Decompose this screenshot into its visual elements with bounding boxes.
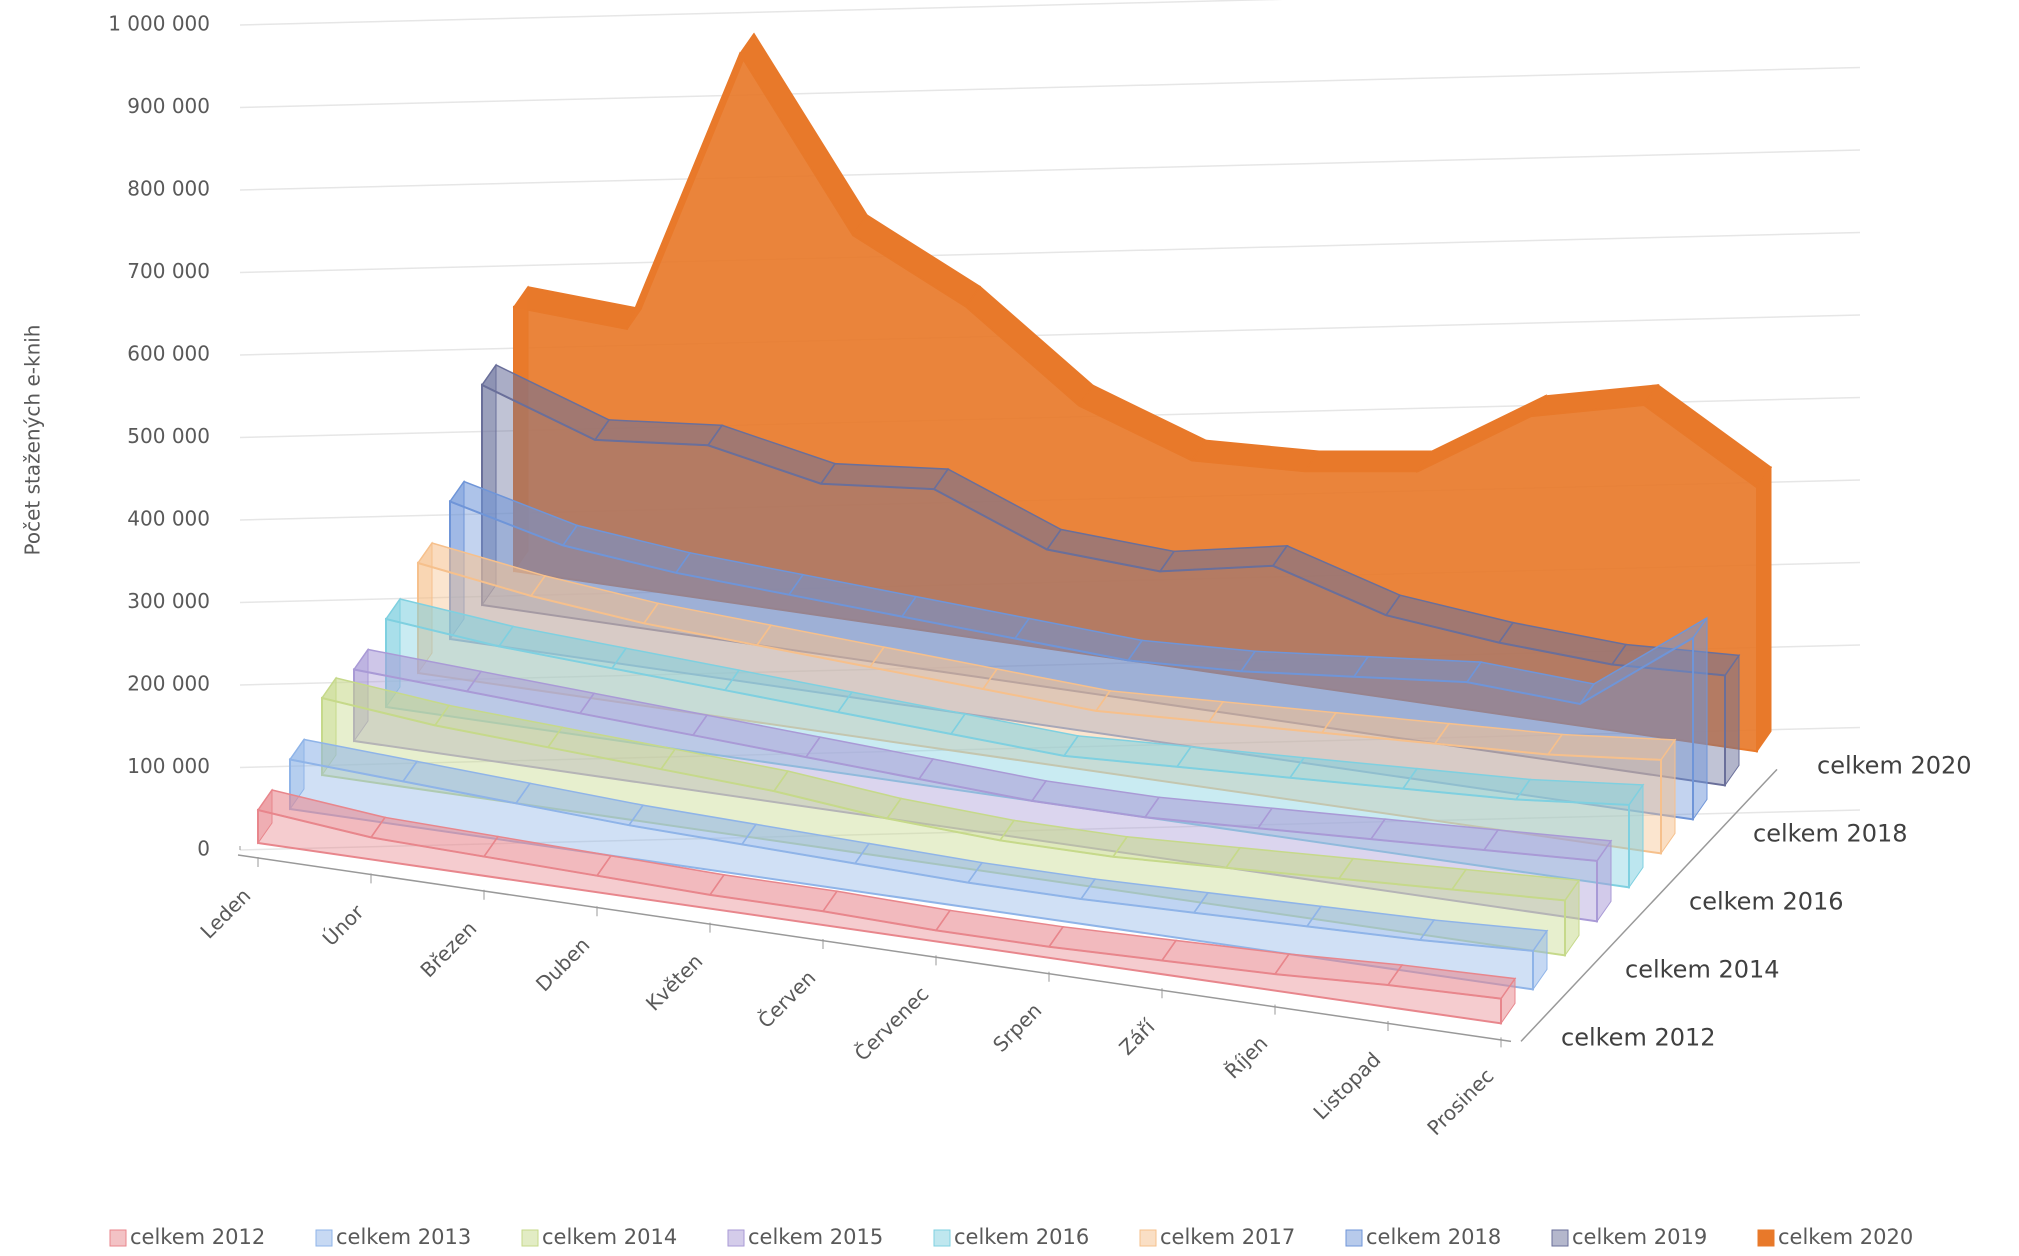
area: [257, 808, 1502, 1025]
y-axis-label: Počet stažených e-knih: [21, 325, 45, 556]
legend-swatch: [1345, 1229, 1363, 1247]
x-tick-label: Duben: [531, 933, 594, 996]
area: [481, 383, 1726, 787]
legend-label: celkem 2014: [542, 1225, 677, 1249]
area: [321, 696, 1566, 957]
legend-label: celkem 2018: [1366, 1225, 1501, 1249]
area-top: [1303, 450, 1434, 473]
grid-line: [239, 314, 1861, 356]
y-tick-label: 600 000: [127, 342, 210, 366]
y-tick-label: 400 000: [127, 507, 210, 531]
legend-swatch: [1551, 1229, 1569, 1247]
area-side: [1692, 616, 1708, 821]
x-tick-label: Březen: [415, 916, 481, 982]
x-tick-label: Únor: [318, 899, 369, 950]
y-tick-label: 200 000: [127, 672, 210, 696]
legend-swatch: [1757, 1229, 1775, 1247]
x-tick-label: Srpen: [988, 998, 1046, 1056]
area-side: [257, 788, 273, 845]
y-tick-label: 0: [197, 837, 210, 861]
legend-label: celkem 2017: [1160, 1225, 1295, 1249]
legend-swatch: [727, 1229, 745, 1247]
legend-swatch: [109, 1229, 127, 1247]
legend-label: celkem 2019: [1572, 1225, 1707, 1249]
x-tick-label: Říjen: [1220, 1031, 1272, 1083]
y-tick-label: 900 000: [127, 94, 210, 118]
grid-line: [239, 231, 1861, 274]
y-tick-label: 500 000: [127, 424, 210, 448]
area-side: [385, 597, 401, 709]
legend-label: celkem 2020: [1778, 1225, 1913, 1249]
y-tick-label: 300 000: [127, 589, 210, 613]
area-side: [289, 737, 305, 811]
area-side: [1660, 738, 1676, 855]
depth-label: celkem 2014: [1625, 955, 1780, 983]
area: [289, 758, 1534, 991]
legend-swatch: [521, 1229, 539, 1247]
legend-swatch: [1139, 1229, 1157, 1247]
area: [449, 500, 1694, 821]
grid-line: [239, 0, 1283, 26]
x-tick-label: Září: [1114, 1014, 1160, 1060]
x-tick-label: Prosinec: [1422, 1064, 1498, 1140]
x-axis: [237, 854, 1512, 1043]
y-tick-label: 800 000: [127, 177, 210, 201]
legend-label: celkem 2012: [130, 1225, 265, 1249]
area: [513, 51, 1758, 753]
grid-line: [239, 149, 1861, 191]
y-tick-label: 700 000: [127, 259, 210, 283]
x-tick-label: Květen: [641, 949, 708, 1016]
grid-line: [239, 66, 1861, 109]
area-side: [1724, 653, 1740, 787]
x-tick-label: Červen: [753, 965, 820, 1032]
x-tick-label: Červenec: [850, 982, 934, 1066]
depth-axis: [1520, 768, 1778, 1042]
legend-label: celkem 2013: [336, 1225, 471, 1249]
x-tick-label: Leden: [195, 883, 255, 943]
area-side: [1756, 465, 1772, 753]
legend: celkem 2012 celkem 2013 celkem 2014 celkem …: [109, 1225, 1913, 1249]
area-side: [513, 285, 529, 573]
depth-label: celkem 2012: [1561, 1023, 1716, 1051]
depth-label: celkem 2018: [1753, 819, 1908, 847]
legend-label: celkem 2016: [954, 1225, 1089, 1249]
legend-swatch: [933, 1229, 951, 1247]
depth-label: celkem 2020: [1817, 751, 1972, 779]
legend-label: celkem 2015: [748, 1225, 883, 1249]
legend-swatch: [315, 1229, 333, 1247]
depth-label: celkem 2016: [1689, 887, 1844, 915]
y-tick-label: 1 000 000: [108, 12, 210, 36]
x-tick-label: Listopad: [1308, 1047, 1385, 1124]
y-tick-label: 100 000: [127, 754, 210, 778]
